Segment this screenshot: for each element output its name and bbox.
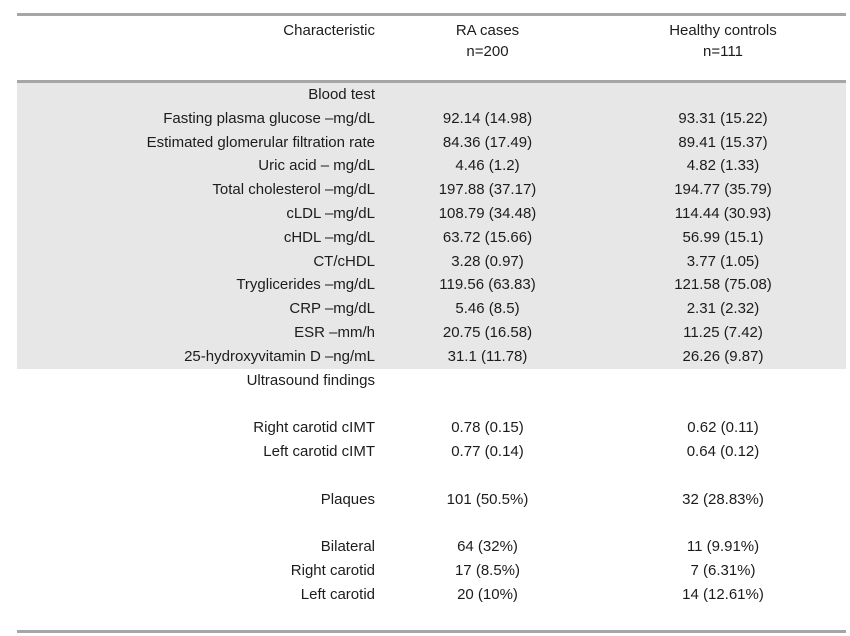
table-row: Left carotid cIMT 0.77 (0.14) 0.64 (0.12… bbox=[17, 440, 846, 464]
row-label: CT/cHDL bbox=[313, 252, 375, 270]
hc-value: 11.25 (7.42) bbox=[683, 323, 763, 341]
hc-value: 11 (9.91%) bbox=[686, 538, 760, 556]
ra-value: 64 (32%) bbox=[457, 538, 518, 556]
ra-value: 197.88 (37.17) bbox=[438, 181, 537, 199]
ra-value: 101 (50.5%) bbox=[446, 490, 529, 508]
table-row: cLDL –mg/dL 108.79 (34.48) 114.44 (30.93… bbox=[17, 201, 846, 226]
row-label: Plaques bbox=[320, 490, 375, 508]
table-row: CT/cHDL 3.28 (0.97) 3.77 (1.05) bbox=[17, 249, 846, 274]
table-row: Right carotid cIMT 0.78 (0.15) 0.62 (0.1… bbox=[17, 416, 846, 440]
header-ra-cases: RA cases n=200 bbox=[375, 20, 600, 62]
table-row: Total cholesterol –mg/dL 197.88 (37.17) … bbox=[17, 178, 846, 202]
row-label: Blood test bbox=[308, 86, 375, 103]
hc-value: 114.44 (30.93) bbox=[674, 204, 772, 222]
row-label: Bilateral bbox=[320, 538, 375, 556]
ra-value: 119.56 (63.83) bbox=[439, 276, 536, 294]
ra-value: 84.36 (17.49) bbox=[442, 133, 533, 151]
table-row bbox=[17, 464, 846, 488]
hc-value: 0.64 (0.12) bbox=[686, 442, 760, 460]
ra-value: 20.75 (16.58) bbox=[442, 323, 533, 341]
table-rule-middle bbox=[17, 80, 846, 83]
ra-value: 108.79 (34.48) bbox=[438, 204, 537, 222]
header-characteristic: Characteristic bbox=[283, 22, 375, 39]
table-row: 25-hydroxyvitamin D –ng/mL 31.1 (11.78) … bbox=[17, 344, 846, 369]
table-row: Left carotid 20 (10%) 14 (12.61%) bbox=[17, 583, 846, 607]
ra-value: 17 (8.5%) bbox=[454, 561, 521, 579]
table-row: Fasting plasma glucose –mg/dL 92.14 (14.… bbox=[17, 106, 846, 131]
ra-value: 20 (10%) bbox=[457, 585, 518, 603]
table-row bbox=[17, 392, 846, 416]
ra-value: 0.78 (0.15) bbox=[451, 419, 524, 437]
row-label: Fasting plasma glucose –mg/dL bbox=[163, 109, 375, 127]
hc-value: 7 (6.31%) bbox=[690, 561, 756, 579]
table-row: Tryglicerides –mg/dL 119.56 (63.83) 121.… bbox=[17, 273, 846, 298]
row-label: 25-hydroxyvitamin D –ng/mL bbox=[184, 347, 375, 365]
table-body: Blood test Fasting plasma glucose –mg/dL… bbox=[17, 83, 846, 630]
header-ra-cases-title: RA cases bbox=[455, 22, 520, 39]
row-label: Total cholesterol –mg/dL bbox=[212, 181, 375, 199]
hc-value: 32 (28.83%) bbox=[682, 490, 764, 508]
ra-value: 31.1 (11.78) bbox=[447, 347, 528, 365]
hc-value: 93.31 (15.22) bbox=[678, 109, 768, 127]
row-label: Ultrasound findings bbox=[246, 371, 375, 389]
hc-value: 14 (12.61%) bbox=[682, 585, 764, 603]
hc-value: 2.31 (2.32) bbox=[686, 300, 760, 318]
hc-value: 56.99 (15.1) bbox=[682, 228, 764, 246]
row-label: CRP –mg/dL bbox=[289, 300, 375, 318]
header-healthy-controls-n: n=111 bbox=[703, 43, 743, 60]
hc-value: 194.77 (35.79) bbox=[674, 181, 772, 199]
row-label: cLDL –mg/dL bbox=[286, 204, 375, 222]
table-row: Plaques 101 (50.5%) 32 (28.83%) bbox=[17, 488, 846, 512]
table-row bbox=[17, 607, 846, 631]
row-label: Estimated glomerular filtration rate bbox=[146, 133, 375, 151]
table-row: cHDL –mg/dL 63.72 (15.66) 56.99 (15.1) bbox=[17, 225, 846, 250]
row-label: Right carotid bbox=[290, 561, 375, 579]
row-label: Right carotid cIMT bbox=[253, 419, 375, 437]
row-label: Tryglicerides –mg/dL bbox=[236, 276, 375, 294]
hc-value: 26.26 (9.87) bbox=[682, 347, 764, 365]
hc-value: 4.82 (1.33) bbox=[686, 157, 760, 175]
header-ra-cases-n: n=200 bbox=[466, 43, 509, 60]
table-rule-top bbox=[17, 13, 846, 16]
ra-value: 3.28 (0.97) bbox=[451, 252, 524, 270]
row-label: ESR –mm/h bbox=[294, 323, 375, 341]
header-healthy-controls: Healthy controls n=111 bbox=[600, 20, 846, 62]
ra-value: 4.46 (1.2) bbox=[455, 157, 520, 175]
table-row: Bilateral 64 (32%) 11 (9.91%) bbox=[17, 535, 846, 559]
row-label: Uric acid – mg/dL bbox=[258, 157, 375, 175]
ra-value: 63.72 (15.66) bbox=[442, 228, 533, 246]
table-row: Uric acid – mg/dL 4.46 (1.2) 4.82 (1.33) bbox=[17, 154, 846, 179]
table-row: ESR –mm/h 20.75 (16.58) 11.25 (7.42) bbox=[17, 320, 846, 345]
table-row: Blood test bbox=[17, 83, 846, 107]
table-header-row: Characteristic RA cases n=200 Healthy co… bbox=[17, 16, 846, 80]
row-label: Left carotid bbox=[300, 585, 375, 603]
table-row bbox=[17, 511, 846, 535]
table-row: Right carotid 17 (8.5%) 7 (6.31%) bbox=[17, 559, 846, 583]
hc-value: 0.62 (0.11) bbox=[687, 419, 759, 437]
ra-value: 0.77 (0.14) bbox=[451, 442, 524, 460]
hc-value: 89.41 (15.37) bbox=[678, 133, 768, 151]
hc-value: 3.77 (1.05) bbox=[686, 252, 760, 270]
row-label: cHDL –mg/dL bbox=[283, 228, 375, 246]
row-label: Left carotid cIMT bbox=[263, 442, 375, 460]
table-row: CRP –mg/dL 5.46 (8.5) 2.31 (2.32) bbox=[17, 297, 846, 321]
table-rule-bottom bbox=[17, 630, 846, 634]
header-healthy-controls-title: Healthy controls bbox=[669, 22, 777, 39]
ra-value: 5.46 (8.5) bbox=[455, 300, 520, 318]
characteristics-table: Characteristic RA cases n=200 Healthy co… bbox=[17, 13, 846, 634]
ra-value: 92.14 (14.98) bbox=[442, 109, 533, 127]
hc-value: 121.58 (75.08) bbox=[674, 276, 772, 294]
table-row: Estimated glomerular filtration rate 84.… bbox=[17, 130, 846, 155]
table-row: Ultrasound findings bbox=[17, 369, 846, 393]
